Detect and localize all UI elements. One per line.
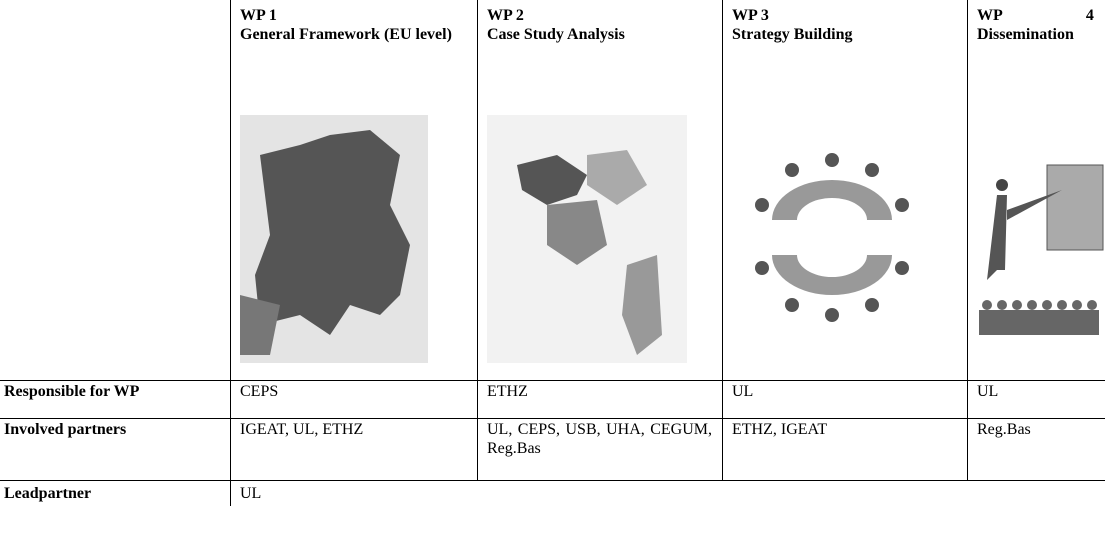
wp-title: Strategy Building	[732, 25, 957, 44]
wp-number: WP 3	[732, 6, 957, 25]
page: WP 1General Framework (EU level) WP 2Cas…	[0, 0, 1105, 546]
cell: UL	[977, 382, 1101, 401]
cell: ETHZ	[487, 382, 712, 401]
rule	[0, 480, 1105, 481]
cell: CEPS	[240, 382, 468, 401]
europe-map	[240, 115, 428, 363]
cell: ETHZ, IGEAT	[732, 420, 957, 439]
rule	[0, 418, 1105, 419]
case-map	[487, 115, 687, 363]
row-label: Involved partners	[4, 420, 218, 439]
cell: Reg.Bas	[977, 420, 1101, 439]
wp-number: WP 1	[240, 6, 468, 25]
rule	[477, 0, 478, 480]
rule	[0, 380, 1105, 381]
wp-title: Dissemination	[977, 25, 1095, 44]
cell: UL, CEPS, USB, UHA, CEGUM, Reg.Bas	[487, 420, 712, 458]
wp-number: WP 4	[977, 6, 1101, 25]
wp-title: General Framework (EU level)	[240, 25, 468, 44]
cell: UL	[240, 484, 468, 503]
strategy-icon	[752, 150, 912, 325]
row-label: Leadpartner	[4, 484, 218, 503]
rule	[230, 0, 231, 506]
wp-number: WP 2	[487, 6, 712, 25]
rule	[722, 0, 723, 480]
wp-title: Case Study Analysis	[487, 25, 712, 44]
row-label: Responsible for WP	[4, 382, 218, 401]
cell: IGEAT, UL, ETHZ	[240, 420, 468, 439]
rule	[967, 0, 968, 480]
dissemination-icon	[977, 160, 1105, 340]
cell: UL	[732, 382, 957, 401]
